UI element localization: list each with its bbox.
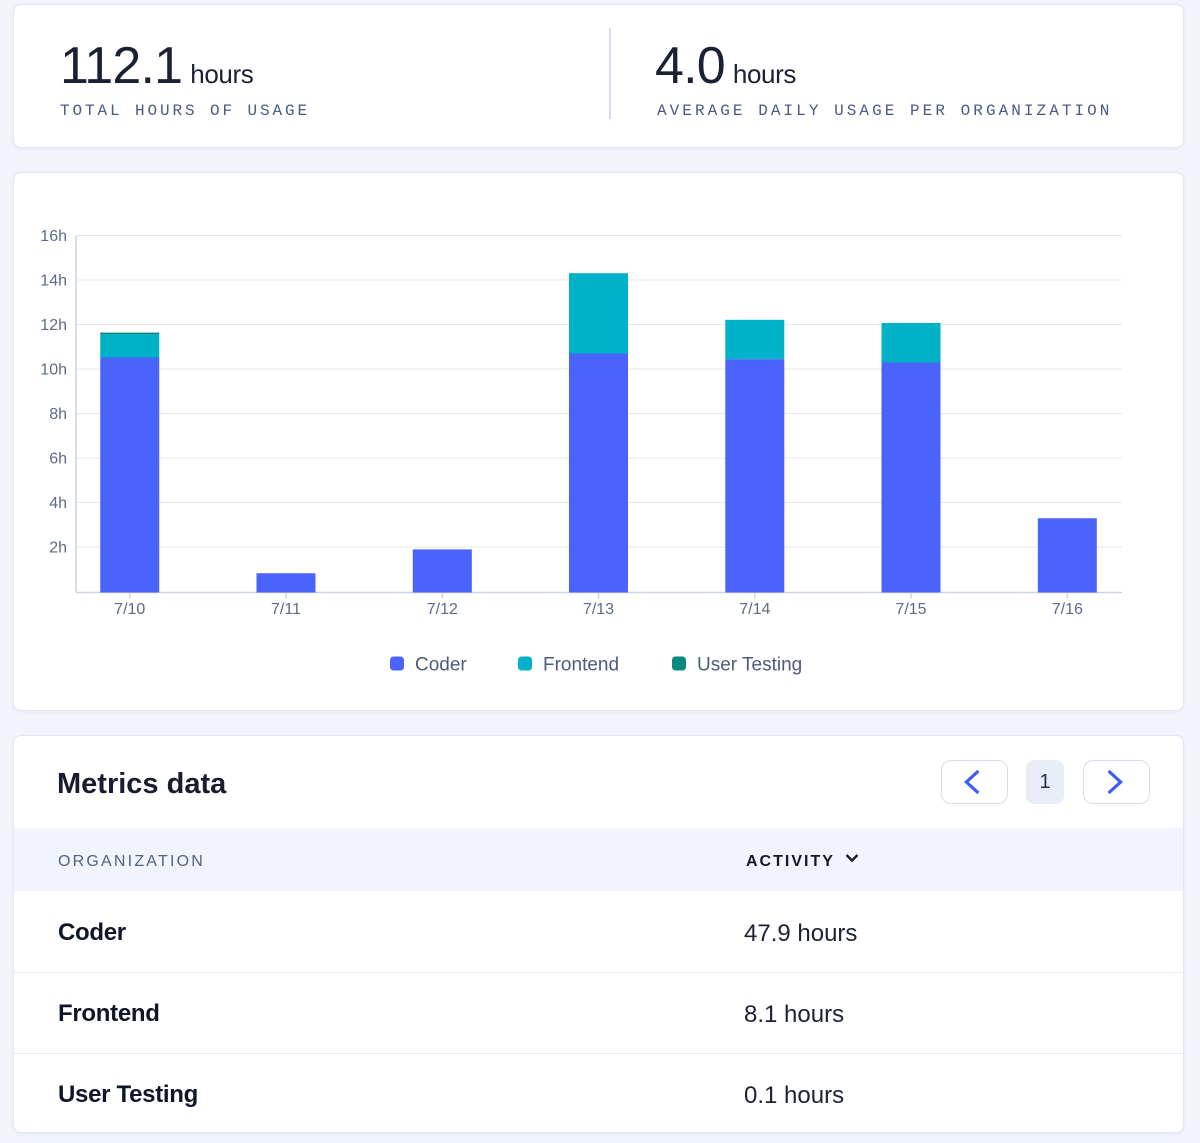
svg-text:7/14: 7/14 [739,601,770,618]
svg-text:10h: 10h [40,362,67,379]
svg-text:7/12: 7/12 [427,601,458,618]
svg-text:User Testing: User Testing [697,655,802,676]
svg-text:14h: 14h [40,273,67,290]
svg-text:7/11: 7/11 [271,601,301,618]
svg-text:7/16: 7/16 [1052,601,1083,618]
svg-text:7/13: 7/13 [583,601,614,618]
svg-text:7/15: 7/15 [895,601,926,618]
svg-text:16h: 16h [40,228,67,245]
svg-text:7/10: 7/10 [114,601,145,618]
svg-text:6h: 6h [49,451,67,468]
svg-text:12h: 12h [40,317,67,334]
svg-text:8h: 8h [49,406,67,423]
svg-text:Coder: Coder [415,655,467,676]
svg-text:4h: 4h [49,495,67,512]
svg-text:Frontend: Frontend [543,655,619,676]
svg-text:2h: 2h [49,540,67,557]
